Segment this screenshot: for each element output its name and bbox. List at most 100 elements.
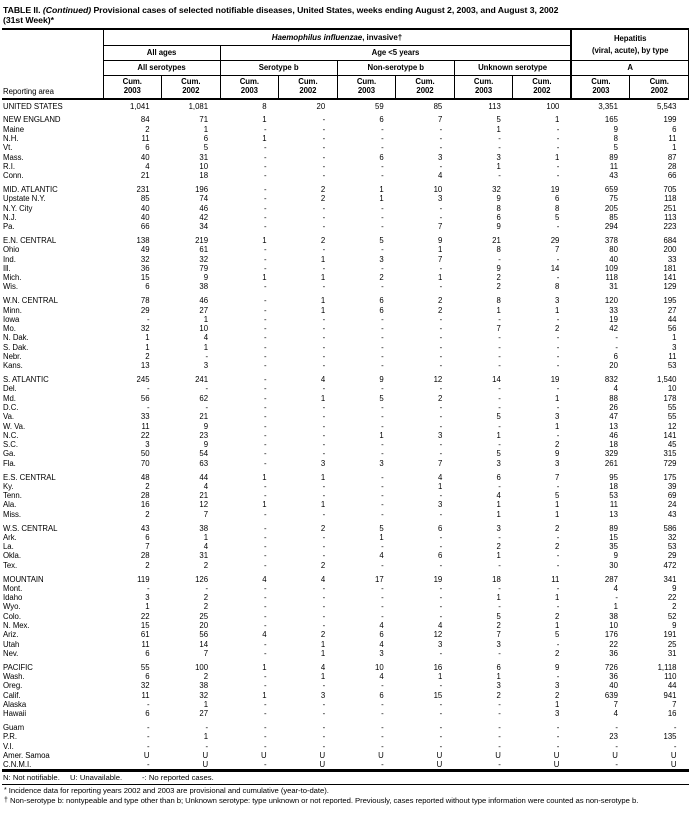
value-cell: - <box>322 282 326 292</box>
value-cell: 4 <box>203 481 209 491</box>
value-cell: - <box>381 472 384 482</box>
value-cell: 1 <box>496 124 501 134</box>
value-cell: - <box>498 403 501 412</box>
value-cell: - <box>556 222 560 232</box>
table-row: E.S. CENTRAL 48 44 1 1 - 4 6 7 95 175 <box>2 468 689 482</box>
header-row-cum: Cum. 2003 Cum. 2002 Cum. 2003 Cum. 2002 Cum.… <box>2 75 689 100</box>
value-cell: 4 <box>379 639 384 649</box>
value-cell: 10 <box>375 662 384 672</box>
value-cell: - <box>264 481 267 491</box>
value-cell: - <box>264 222 267 232</box>
value-cell: - <box>439 342 443 352</box>
value-cell: 1 <box>437 245 443 255</box>
value-cell: 29 <box>667 551 677 561</box>
value-cell: 4 <box>437 621 443 631</box>
value-cell: - <box>264 194 267 204</box>
value-cell: 1,081 <box>188 101 209 111</box>
value-cell: 18 <box>492 574 501 584</box>
value-cell: 100 <box>546 101 560 111</box>
value-cell: 1 <box>262 690 267 700</box>
value-cell: - <box>556 133 560 143</box>
value-cell: 586 <box>663 523 677 533</box>
value-cell: - <box>264 171 267 181</box>
value-cell: 9 <box>613 551 618 561</box>
value-cell: 1 <box>555 305 560 315</box>
value-cell: - <box>381 282 384 292</box>
value-cell: 33 <box>140 412 150 422</box>
value-cell: - <box>556 352 560 362</box>
value-cell: - <box>381 491 384 501</box>
value-cell: 21 <box>140 171 150 181</box>
value-cell: - <box>556 124 560 134</box>
value-cell: 6 <box>496 472 501 482</box>
value-cell: 3 <box>555 412 560 422</box>
reporting-area-cell: Nev. <box>3 648 19 658</box>
table-row: Ohio 49 61 - - - 1 8 7 80 200 <box>2 245 689 254</box>
value-cell: - <box>264 384 267 394</box>
value-cell: 6 <box>672 124 677 134</box>
reporting-area-cell: Idaho <box>3 593 23 603</box>
value-cell: 55 <box>667 403 677 412</box>
value-cell: 28 <box>140 551 150 561</box>
value-cell: 1 <box>496 593 501 603</box>
value-cell: 66 <box>140 222 150 232</box>
value-cell: - <box>381 500 384 510</box>
value-cell: - <box>498 532 501 542</box>
reporting-area-cell: R.I. <box>3 161 15 171</box>
value-cell: 54 <box>199 449 209 459</box>
value-cell: 33 <box>667 254 677 264</box>
value-cell: 200 <box>663 245 677 255</box>
reporting-area-cell: N.Y. City <box>3 203 33 213</box>
value-cell: 2 <box>496 690 501 700</box>
reporting-area-cell: Mo. <box>3 324 16 334</box>
value-cell: 56 <box>199 630 209 640</box>
col-header-cum-2003: Cum. 2003 <box>219 75 280 100</box>
value-cell: - <box>556 481 560 491</box>
value-cell: 726 <box>604 662 618 672</box>
value-cell: - <box>146 699 150 709</box>
value-cell: 89 <box>609 152 618 162</box>
value-cell: 1 <box>555 509 560 519</box>
value-cell: 6 <box>379 690 384 700</box>
table-row: Del. - - - - - - - - 4 10 <box>2 384 689 393</box>
reporting-area-cell: P.R. <box>3 732 17 742</box>
table-row: UNITED STATES 1,041 1,081 8 20 59 85 113 100 3,35… <box>2 99 689 111</box>
value-cell: - <box>556 273 560 283</box>
value-cell: 1 <box>320 648 326 658</box>
value-cell: 1 <box>496 305 501 315</box>
value-cell: 3 <box>496 681 501 691</box>
table-row: N. Dak. 1 4 - - - - - - - 1 <box>2 333 689 342</box>
value-cell: - <box>498 440 501 450</box>
table-row: Minn. 29 27 - 1 6 2 1 1 33 27 <box>2 306 689 315</box>
value-cell: U <box>319 750 326 760</box>
value-cell: 33 <box>609 305 618 315</box>
value-cell: - <box>381 709 384 719</box>
value-cell: 5 <box>555 630 560 640</box>
value-cell: 46 <box>609 430 618 440</box>
value-cell: 1 <box>320 500 326 510</box>
title-week: (31st Week)* <box>3 15 54 26</box>
value-cell: - <box>615 342 618 352</box>
value-cell: 9 <box>203 421 209 431</box>
disease-table: Reporting area Haemophilus influenzae, i… <box>2 27 690 773</box>
value-cell: 23 <box>199 430 209 440</box>
reporting-area-cell: Va. <box>3 412 14 422</box>
value-cell: 1 <box>320 273 326 283</box>
value-cell: 1,540 <box>656 375 677 385</box>
value-cell: 1 <box>145 342 150 352</box>
value-cell: 3 <box>379 254 384 264</box>
table-row: Miss. 2 7 - - - - 1 1 13 43 <box>2 510 689 519</box>
value-cell: 2 <box>437 296 443 306</box>
table-row: Md. 56 62 - 1 5 2 - 1 88 178 <box>2 394 689 403</box>
value-cell: - <box>381 361 384 371</box>
value-cell: - <box>381 314 384 324</box>
value-cell: - <box>264 458 267 468</box>
value-cell: - <box>322 403 326 412</box>
value-cell: - <box>322 602 326 612</box>
value-cell: - <box>615 741 618 751</box>
legend-no-reported-cases: -: No reported cases. <box>142 773 214 783</box>
value-cell: U <box>378 750 384 760</box>
value-cell: 7 <box>145 542 150 552</box>
col-header-unknown-serotype: Unknown serotype <box>454 60 572 76</box>
value-cell: 32 <box>140 254 150 264</box>
